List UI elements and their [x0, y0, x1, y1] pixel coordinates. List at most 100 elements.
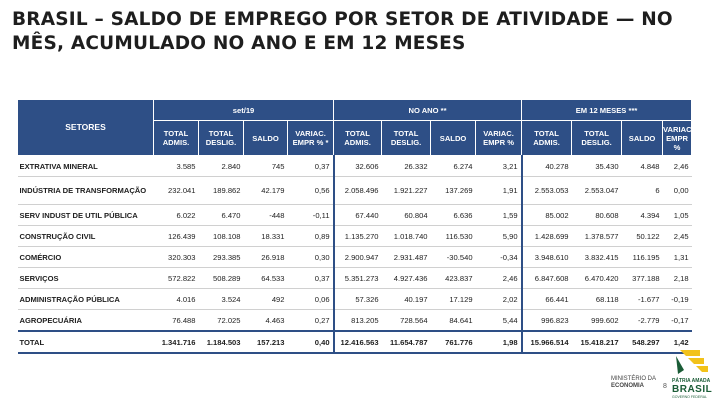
column-header: TOTAL ADMIS.: [521, 120, 573, 156]
table-cell: 26.918: [243, 246, 288, 268]
table-cell: 116.530: [430, 225, 476, 247]
patria-amada-brasil-logo-icon: [676, 350, 708, 374]
table-cell: 761.776: [430, 330, 476, 354]
employment-table: SETORES set/19 NO ANO ** EM 12 MESES ***…: [17, 99, 694, 354]
column-header: TOTAL DESLIG.: [381, 120, 432, 156]
table-cell: 6: [621, 176, 663, 205]
table-cell: 0,30: [287, 246, 334, 268]
table-cell: 66.441: [520, 288, 572, 310]
table-cell: 999.602: [571, 309, 622, 332]
table-cell: 1.018.740: [381, 225, 431, 247]
table-cell: -2.779: [621, 309, 663, 332]
table-cell: 85.002: [520, 204, 572, 226]
table-cell: 12.416.563: [332, 330, 382, 354]
table-cell: -0,11: [287, 204, 334, 226]
table-cell: 232.041: [153, 176, 199, 205]
table-cell: 1,91: [475, 176, 522, 205]
table-cell: 4.463: [243, 309, 288, 332]
table-cell: 11.654.787: [381, 330, 431, 354]
table-cell: 0,37: [287, 267, 334, 289]
table-cell: 572.822: [153, 267, 199, 289]
table-cell: -0,17: [662, 309, 692, 332]
table-cell: 1.921.227: [381, 176, 431, 205]
table-cell: 2.900.947: [332, 246, 382, 268]
table-cell: 40.197: [381, 288, 431, 310]
table-cell: 813.205: [332, 309, 382, 332]
table-cell: 3.524: [198, 288, 244, 310]
table-cell: 6.274: [430, 155, 476, 177]
sector-name: SERVIÇOS: [17, 267, 154, 289]
table-cell: 1.428.699: [520, 225, 572, 247]
table-cell: 1.135.270: [332, 225, 382, 247]
table-cell: 2,46: [475, 267, 522, 289]
table-cell: -0,19: [662, 288, 692, 310]
group-header-row: SETORES set/19 NO ANO ** EM 12 MESES ***: [17, 99, 693, 156]
table-row: AGROPECUÁRIA 76.488 72.025 4.463 0,27 813.205…: [17, 309, 692, 332]
table-cell: 1.378.577: [571, 225, 622, 247]
ministry-line-2: ECONOMIA: [611, 383, 644, 389]
table-row: SERV INDUST DE UTIL PÚBLICA 6.022 6.470 -44…: [17, 204, 692, 226]
sector-name: CONSTRUÇÃO CIVIL: [17, 225, 154, 247]
table-cell: 137.269: [430, 176, 476, 205]
column-header: TOTAL DESLIG.: [198, 120, 244, 156]
column-header: VARIAC. EMPR %: [662, 120, 694, 156]
table-cell: 6.022: [153, 204, 199, 226]
table-cell: 0,89: [287, 225, 334, 247]
table-cell: 2,02: [475, 288, 522, 310]
column-header: SALDO: [243, 120, 288, 156]
sector-name: TOTAL: [17, 330, 154, 354]
table-cell: 2,45: [662, 225, 692, 247]
table-cell: 35.430: [571, 155, 622, 177]
table-cell: 0,06: [287, 288, 334, 310]
table-cell: 3,21: [475, 155, 522, 177]
sector-name: ADMINISTRAÇÃO PÚBLICA: [17, 288, 154, 310]
table-cell: 0,37: [287, 155, 334, 177]
table-cell: 728.564: [381, 309, 431, 332]
table-cell: 5.351.273: [332, 267, 382, 289]
table-cell: 18.331: [243, 225, 288, 247]
table-cell: 5,90: [475, 225, 522, 247]
table-cell: 108.108: [198, 225, 244, 247]
table-cell: 3.948.610: [520, 246, 572, 268]
ministry-line-1: MINISTÉRIO DA: [611, 376, 657, 382]
table-cell: 1,05: [662, 204, 692, 226]
logo-line-1: PÁTRIA AMADA: [672, 378, 711, 384]
table-cell: 2,46: [662, 155, 692, 177]
logo-line-3: GOVERNO FEDERAL: [672, 395, 708, 399]
ministry-label: MINISTÉRIO DA ECONOMIA: [611, 376, 721, 390]
table-cell: 2.553.047: [571, 176, 622, 205]
column-header: TOTAL ADMIS.: [333, 120, 383, 156]
table-cell: 1,98: [475, 330, 522, 354]
column-header: VARIAC. EMPR % *: [286, 120, 335, 156]
table-cell: 4.394: [621, 204, 663, 226]
sector-name: EXTRATIVA MINERAL: [17, 155, 154, 177]
table-cell: 32.606: [332, 155, 382, 177]
table-cell: 15.418.217: [571, 330, 622, 354]
table-cell: 377.188: [621, 267, 663, 289]
table-cell: 4.848: [621, 155, 663, 177]
table-cell: 2.931.487: [381, 246, 431, 268]
table-cell: 67.440: [332, 204, 382, 226]
sector-name: SERV INDUST DE UTIL PÚBLICA: [17, 204, 154, 226]
column-header: TOTAL ADMIS.: [153, 120, 199, 156]
table-cell: 15.966.514: [520, 330, 572, 354]
sector-name: INDÚSTRIA DE TRANSFORMAÇÃO: [17, 176, 154, 205]
table-cell: -448: [243, 204, 288, 226]
table-row: COMÉRCIO 320.303 293.385 26.918 0,30 2.900.94…: [17, 246, 692, 268]
table-row: EXTRATIVA MINERAL 3.585 2.840 745 0,37 32.606…: [17, 155, 692, 177]
table-cell: 68.118: [571, 288, 622, 310]
table-cell: 1.341.716: [153, 330, 199, 354]
table-cell: 2,18: [662, 267, 692, 289]
logo-text: PÁTRIA AMADA BRASIL GOVERNO FEDERAL: [672, 378, 720, 399]
sector-name: AGROPECUÁRIA: [17, 309, 154, 332]
table-cell: 1.184.503: [198, 330, 244, 354]
column-header: SALDO: [430, 120, 477, 156]
column-header: TOTAL DESLIG.: [571, 120, 623, 156]
table-cell: 72.025: [198, 309, 244, 332]
table-cell: 2.840: [198, 155, 244, 177]
table-cell: 1,31: [662, 246, 692, 268]
table-cell: 1,42: [662, 330, 692, 354]
table-cell: -1.677: [621, 288, 663, 310]
table-cell: 84.641: [430, 309, 476, 332]
table-cell: 423.837: [430, 267, 476, 289]
